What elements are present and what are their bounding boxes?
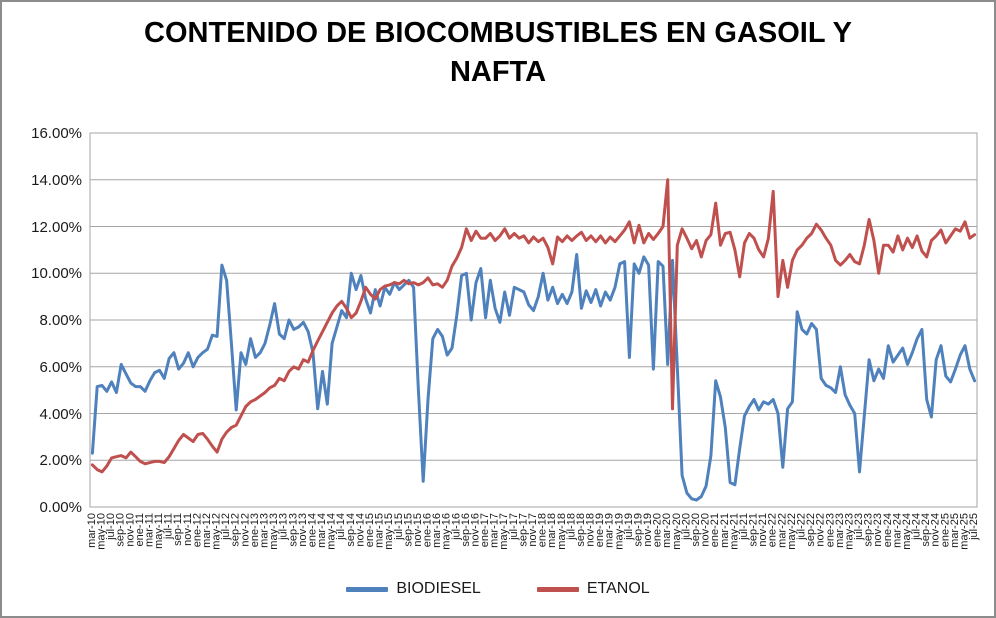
legend-label-biodiesel: BIODIESEL bbox=[396, 580, 481, 597]
chart-title: CONTENIDO DE BIOCOMBUSTIBLES EN GASOIL Y… bbox=[144, 17, 852, 89]
y-tick-label: 4.00% bbox=[39, 405, 82, 423]
biodiesel-line bbox=[90, 253, 977, 502]
legend-item-etanol: ETANOL bbox=[536, 580, 650, 598]
y-tick-label: 16.00% bbox=[31, 125, 82, 142]
legend-item-biodiesel: BIODIESEL bbox=[346, 580, 481, 598]
y-tick-label: 14.00% bbox=[31, 171, 82, 189]
y-tick-label: 10.00% bbox=[31, 265, 82, 283]
legend: BIODIESEL ETANOL bbox=[2, 580, 994, 598]
etanol-line-swatch bbox=[536, 586, 579, 592]
etanol-line bbox=[90, 178, 977, 474]
x-tick-label: jul-25 bbox=[968, 513, 981, 540]
plot-border bbox=[89, 132, 978, 508]
y-tick-label: 12.00% bbox=[31, 218, 82, 236]
y-tick-label: 8.00% bbox=[39, 312, 82, 329]
biodiesel-line-swatch bbox=[346, 586, 389, 592]
y-tick-label: 6.00% bbox=[39, 358, 82, 376]
legend-label-etanol: ETANOL bbox=[586, 580, 650, 597]
y-tick-label: 2.00% bbox=[39, 452, 82, 470]
y-tick-label: 0.00% bbox=[39, 499, 82, 516]
